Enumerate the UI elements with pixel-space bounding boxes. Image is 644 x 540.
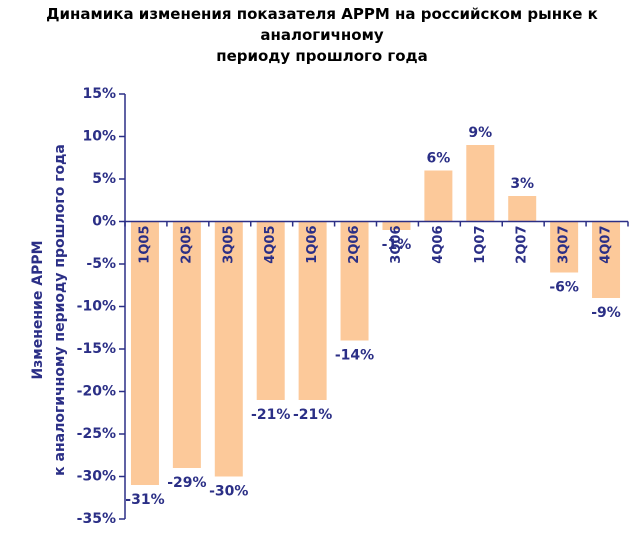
y-axis-title: Изменение APPM к аналогичному периоду пр… xyxy=(30,144,68,476)
bar-1Q07 xyxy=(466,145,495,222)
category-label-3Q06: 3Q06 xyxy=(389,226,404,264)
bar-2Q07 xyxy=(508,196,537,222)
category-label-2Q07: 2Q07 xyxy=(515,226,530,264)
chart-title-line-2: периоду прошлого года xyxy=(216,47,428,65)
data-label-3Q05: -30% xyxy=(209,484,248,500)
data-label-4Q06: 6% xyxy=(426,151,450,167)
chart-title-line-1: Динамика изменения показателя APPM на ро… xyxy=(46,5,598,44)
y-tick-label: -35% xyxy=(77,511,116,527)
y-tick-label: -25% xyxy=(77,426,116,442)
category-label-1Q07: 1Q07 xyxy=(473,226,488,264)
bar-3Q05 xyxy=(214,221,243,477)
bar-2Q05 xyxy=(172,221,201,468)
data-label-2Q05: -29% xyxy=(167,475,206,491)
category-label-4Q06: 4Q06 xyxy=(431,226,446,264)
data-label-1Q07: 9% xyxy=(468,125,492,141)
y-tick-label: -10% xyxy=(77,299,116,315)
data-label-4Q05: -21% xyxy=(251,407,290,423)
category-label-4Q05: 4Q05 xyxy=(263,226,278,264)
data-label-2Q06: -14% xyxy=(335,348,374,364)
category-label-3Q05: 3Q05 xyxy=(221,226,236,264)
bar-4Q07 xyxy=(592,221,621,298)
bar-4Q06 xyxy=(424,170,453,222)
bar-3Q07 xyxy=(550,221,579,273)
y-axis-title-line-2: к аналогичному периоду прошлого года xyxy=(52,144,68,476)
category-label-2Q06: 2Q06 xyxy=(347,226,362,264)
category-label-1Q06: 1Q06 xyxy=(305,226,320,264)
y-tick-label: 5% xyxy=(92,171,116,187)
chart-title: Динамика изменения показателя APPM на ро… xyxy=(0,4,644,67)
category-label-1Q05: 1Q05 xyxy=(137,226,152,264)
y-tick-label: 0% xyxy=(92,214,116,230)
y-tick-label: -15% xyxy=(77,341,116,357)
category-label-3Q07: 3Q07 xyxy=(557,226,572,264)
data-label-4Q07: -9% xyxy=(591,305,621,321)
data-label-3Q06: -1% xyxy=(382,237,412,253)
bar-2Q06 xyxy=(340,221,369,341)
data-label-3Q07: -6% xyxy=(549,280,579,296)
plot-area: -31% 1Q05 -29% 2Q05 -30% 3Q05 -21% 4Q05 -21% 1Q06… xyxy=(77,86,629,527)
bar-1Q05 xyxy=(130,221,159,485)
data-label-1Q05: -31% xyxy=(125,492,164,508)
data-label-2Q07: 3% xyxy=(510,176,534,192)
category-label-4Q07: 4Q07 xyxy=(599,226,614,264)
y-axis-title-line-1: Изменение APPM xyxy=(30,240,46,379)
category-label-2Q05: 2Q05 xyxy=(179,226,194,264)
y-tick-label: -20% xyxy=(77,384,116,400)
y-tick-label: 10% xyxy=(82,129,116,145)
y-tick-label: -5% xyxy=(86,256,116,272)
bar-3Q06 xyxy=(382,221,411,230)
bar-4Q05 xyxy=(256,221,285,400)
y-tick-label: -30% xyxy=(77,469,116,485)
bar-1Q06 xyxy=(298,221,327,400)
y-tick-label: 15% xyxy=(82,86,116,102)
data-label-1Q06: -21% xyxy=(293,407,332,423)
